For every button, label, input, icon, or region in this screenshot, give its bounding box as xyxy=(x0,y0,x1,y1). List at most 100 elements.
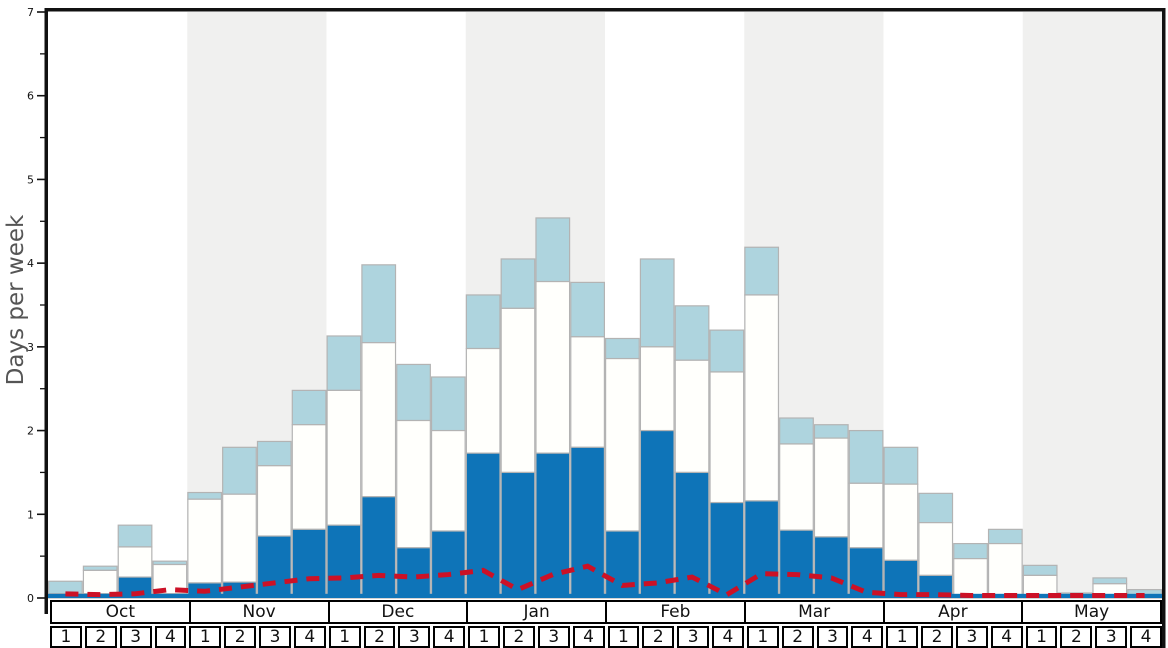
week-label-may-3: 3 xyxy=(1095,626,1128,648)
bar-dec-w3-white xyxy=(396,419,431,549)
bar-jan-w2-dark xyxy=(500,471,536,599)
bar-dec-w2-dark xyxy=(361,496,397,599)
week-label-feb-4: 4 xyxy=(712,626,744,648)
bar-dec-w2-light xyxy=(361,264,397,344)
bar-nov-w3-white xyxy=(256,465,292,537)
y-tick-label-7: 7 xyxy=(27,6,34,19)
bar-oct-w3-light xyxy=(117,524,153,548)
week-label-apr-2: 2 xyxy=(921,626,953,648)
bar-feb-w1-light xyxy=(604,337,640,360)
y-tick-label-1: 1 xyxy=(27,508,34,521)
bar-apr-w1-white xyxy=(883,483,919,561)
bar-dec-w3-dark xyxy=(396,547,431,599)
bar-feb-w1-dark xyxy=(604,530,640,599)
bar-may-w1-light xyxy=(1022,564,1058,576)
bar-mar-w4-light xyxy=(848,429,884,484)
bar-nov-w3-dark xyxy=(256,535,292,599)
bar-mar-w2-dark xyxy=(779,529,814,599)
month-band-oct xyxy=(48,12,188,598)
right-spine xyxy=(1162,8,1166,648)
week-label-nov-4: 4 xyxy=(293,626,326,648)
week-label-apr-3: 3 xyxy=(955,626,988,648)
bar-feb-w4-white xyxy=(709,371,745,504)
week-label-dec-4: 4 xyxy=(433,626,466,648)
top-spine xyxy=(44,8,1166,12)
bar-jan-w4-light xyxy=(570,281,605,338)
week-label-feb-1: 1 xyxy=(607,626,640,648)
bar-feb-w4-light xyxy=(709,329,745,373)
week-label-may-2: 2 xyxy=(1060,626,1093,648)
week-label-jan-3: 3 xyxy=(537,626,570,648)
y-tick-label-2: 2 xyxy=(27,425,34,438)
bar-dec-w1-light xyxy=(326,335,362,391)
bar-jan-w1-white xyxy=(465,347,501,454)
week-label-dec-2: 2 xyxy=(363,626,396,648)
bar-jan-w1-light xyxy=(465,294,501,350)
bar-mar-w3-dark xyxy=(813,536,849,599)
bar-jan-w4-white xyxy=(570,336,605,448)
bar-feb-w2-white xyxy=(639,346,675,432)
bar-nov-w1-white xyxy=(187,498,223,584)
week-label-feb-3: 3 xyxy=(677,626,710,648)
left-spine xyxy=(44,8,48,614)
bar-apr-w3-white xyxy=(953,558,988,597)
bar-nov-w3-light xyxy=(256,440,292,467)
bar-oct-w2-light xyxy=(82,565,118,571)
week-label-oct-2: 2 xyxy=(84,626,117,648)
bar-mar-w4-white xyxy=(848,482,884,549)
month-label-apr: Apr xyxy=(885,602,1024,622)
bar-nov-w4-light xyxy=(291,389,327,426)
bar-mar-w3-white xyxy=(813,437,849,538)
bar-apr-w3-light xyxy=(953,542,988,560)
bar-jan-w3-light xyxy=(535,217,571,283)
week-label-nov-3: 3 xyxy=(259,626,291,648)
bar-dec-w1-white xyxy=(326,389,362,526)
bar-apr-w4-light xyxy=(987,528,1023,545)
bar-nov-w2-white xyxy=(222,493,257,583)
bar-feb-w1-white xyxy=(604,357,640,532)
bar-feb-w2-dark xyxy=(639,429,675,599)
y-tick-label-5: 5 xyxy=(27,173,34,186)
y-tick-label-3: 3 xyxy=(27,341,34,354)
week-label-oct-1: 1 xyxy=(50,626,82,648)
week-label-mar-3: 3 xyxy=(816,626,849,648)
red-dashed-line xyxy=(65,563,1145,598)
bar-apr-w4-white xyxy=(987,542,1023,597)
week-label-jan-1: 1 xyxy=(468,626,500,648)
bar-nov-w4-dark xyxy=(291,528,327,599)
week-label-mar-4: 4 xyxy=(851,626,884,648)
week-label-may-4: 4 xyxy=(1130,626,1162,648)
week-label-mar-2: 2 xyxy=(781,626,814,648)
week-label-mar-1: 1 xyxy=(746,626,779,648)
bar-feb-w3-white xyxy=(674,359,710,474)
month-label-nov: Nov xyxy=(191,602,330,622)
bar-mar-w1-light xyxy=(744,246,780,296)
month-label-feb: Feb xyxy=(607,602,746,622)
bar-apr-w2-white xyxy=(918,522,954,576)
week-label-jan-2: 2 xyxy=(502,626,535,648)
week-label-feb-2: 2 xyxy=(642,626,675,648)
y-tick-label-4: 4 xyxy=(27,257,34,270)
bar-jan-w2-white xyxy=(500,307,536,474)
bar-apr-w1-light xyxy=(883,446,919,485)
month-label-mar: Mar xyxy=(746,602,885,622)
month-axis-row: Oct Nov Dec Jan Feb Mar Apr May xyxy=(50,600,1162,624)
week-label-jan-4: 4 xyxy=(572,626,605,648)
bar-dec-w3-light xyxy=(396,363,431,422)
bar-mar-w2-light xyxy=(779,417,814,445)
bar-mar-w2-white xyxy=(779,443,814,531)
bar-nov-w4-white xyxy=(291,424,327,530)
month-label-oct: Oct xyxy=(52,602,191,622)
bar-oct-w2-white xyxy=(82,569,118,595)
week-label-may-1: 1 xyxy=(1025,626,1058,648)
bar-dec-w1-dark xyxy=(326,524,362,599)
baseline-strip xyxy=(48,593,1162,598)
bar-feb-w3-light xyxy=(674,305,710,361)
month-label-dec: Dec xyxy=(330,602,469,622)
month-label-may: May xyxy=(1074,602,1110,622)
week-label-apr-1: 1 xyxy=(886,626,919,648)
bar-dec-w4-dark xyxy=(430,530,466,599)
bar-nov-w1-light xyxy=(187,491,223,500)
